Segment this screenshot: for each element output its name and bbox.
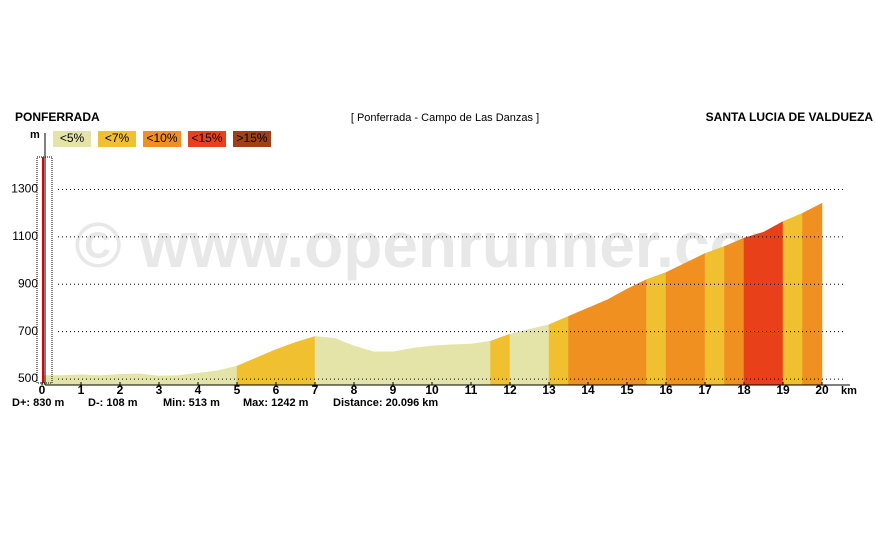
x-tick-label: 10 (425, 383, 439, 397)
slope-segment (373, 351, 394, 386)
x-tick-label: 8 (351, 383, 358, 397)
slope-segment (490, 333, 511, 386)
stat: Min: 513 m (163, 397, 220, 409)
slope-segment (724, 237, 745, 386)
legend-label: <10% (146, 131, 177, 145)
legend-swatch (98, 131, 136, 147)
slope-segment (529, 324, 550, 386)
slope-segment (334, 337, 355, 386)
stat: Distance: 20.096 km (333, 397, 438, 409)
slope-segment (685, 253, 706, 386)
x-tick-label: 3 (156, 383, 163, 397)
slope-segment (782, 212, 803, 386)
y-tick-label: 900 (18, 276, 38, 290)
y-axis-label: m (30, 129, 40, 141)
legend-swatch (143, 131, 181, 147)
start-title: PONFERRADA (15, 110, 100, 124)
y-tick-label: 700 (18, 324, 38, 338)
x-tick-label: 18 (737, 383, 751, 397)
slope-segment (646, 272, 667, 386)
legend-label: >15% (236, 131, 267, 145)
cursor-box (36, 156, 53, 384)
legend-label: <15% (191, 131, 222, 145)
legend-swatch (188, 131, 226, 147)
x-tick-label: 17 (698, 383, 712, 397)
slope-segment (743, 231, 764, 386)
x-tick-label: 6 (273, 383, 280, 397)
slope-segment (295, 336, 316, 386)
legend-swatch (233, 131, 271, 147)
stat: D+: 830 m (12, 397, 64, 409)
stat: Max: 1242 m (243, 397, 309, 409)
slope-segment (236, 357, 257, 386)
legend-label: <5% (60, 131, 85, 145)
slope-segment (704, 246, 725, 386)
x-tick-label: 14 (581, 383, 595, 397)
x-axis-label: km (841, 385, 857, 397)
x-tick-label: 0 (39, 383, 46, 397)
x-tick-label: 13 (542, 383, 556, 397)
slope-segment (568, 307, 589, 386)
legend-label: <7% (105, 131, 130, 145)
x-tick-label: 11 (465, 383, 478, 397)
x-tick-label: 9 (390, 383, 397, 397)
x-tick-label: 15 (620, 383, 634, 397)
slope-segment (587, 299, 608, 386)
slope-segment (217, 365, 238, 386)
x-tick-label: 1 (78, 383, 85, 397)
slope-segment (314, 336, 335, 386)
slope-segment (802, 202, 823, 386)
y-tick-label: 500 (18, 371, 38, 385)
slope-segment (509, 328, 530, 386)
slope-segment (548, 315, 569, 386)
slope-segment (626, 279, 647, 386)
end-title: SANTA LUCIA DE VALDUEZA (706, 110, 874, 124)
slope-segment (470, 340, 491, 386)
x-tick-label: 7 (312, 383, 319, 397)
slope-segment (256, 349, 277, 386)
x-tick-label: 19 (776, 383, 790, 397)
x-tick-label: 5 (234, 383, 241, 397)
x-tick-label: 2 (117, 383, 124, 397)
x-tick-label: 4 (195, 383, 202, 397)
x-tick-label: 20 (815, 383, 829, 397)
slope-segment (763, 221, 784, 386)
x-tick-label: 12 (503, 383, 517, 397)
chart-title: [ Ponferrada - Campo de Las Danzas ] (351, 112, 539, 124)
legend-swatch (53, 131, 91, 147)
y-tick-label: 1100 (12, 229, 38, 243)
slope-segment (607, 288, 628, 386)
stat: D-: 108 m (88, 397, 138, 409)
slope-segment (665, 262, 686, 386)
y-tick-label: 1300 (11, 182, 38, 196)
x-tick-label: 16 (659, 383, 673, 397)
